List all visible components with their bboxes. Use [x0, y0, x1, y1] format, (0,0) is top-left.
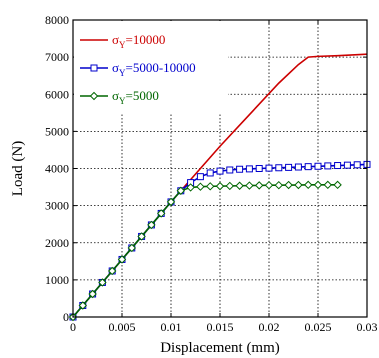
y-tick-label: 1000 — [45, 273, 69, 287]
data-point — [254, 181, 264, 190]
legend-box — [74, 21, 228, 113]
y-axis-label: Load (N) — [10, 141, 26, 196]
legend-swatch-marker — [89, 91, 99, 101]
data-point — [265, 164, 273, 172]
series-3 — [68, 180, 342, 322]
data-point — [216, 167, 224, 175]
data-point — [264, 180, 274, 190]
data-point — [314, 162, 322, 170]
x-tick-label: 0.005 — [109, 320, 136, 334]
data-point — [245, 165, 253, 173]
data-point — [205, 182, 215, 191]
data-point — [225, 181, 235, 191]
data-point — [323, 180, 333, 190]
data-point — [353, 161, 361, 169]
data-point — [137, 232, 146, 241]
axis-ticks: 0 0.005 0.01 0.015 0.02 0.025 0.03 0 1000 2000 300… — [45, 13, 378, 334]
x-tick-label: 0.02 — [259, 320, 280, 334]
y-tick-label: 3000 — [45, 199, 69, 213]
data-point — [294, 163, 302, 171]
data-point — [255, 165, 263, 172]
series-layer — [68, 53, 371, 322]
legend-swatch-marker — [90, 64, 98, 72]
y-tick-label: 7000 — [45, 50, 69, 64]
y-tick-label: 8000 — [45, 13, 69, 27]
data-point — [343, 161, 351, 169]
data-point — [88, 289, 97, 299]
legend-label: σY=5000-10000 — [112, 60, 196, 78]
y-tick-label: 2000 — [45, 236, 69, 250]
data-point — [235, 181, 244, 190]
data-point — [127, 243, 137, 253]
data-point — [226, 166, 234, 174]
data-point — [275, 164, 283, 172]
data-point — [196, 173, 204, 181]
data-point — [285, 163, 293, 171]
data-point — [274, 180, 284, 190]
data-point — [324, 162, 332, 170]
data-point — [333, 180, 342, 190]
x-tick-label: 0.025 — [305, 320, 332, 334]
y-tick-label: 6000 — [45, 87, 69, 101]
data-point — [196, 182, 205, 191]
data-point — [313, 180, 323, 190]
data-point — [294, 180, 303, 190]
data-point — [147, 220, 156, 230]
data-point — [78, 301, 88, 310]
x-tick-label: 0 — [70, 320, 76, 334]
x-tick-label: 0.03 — [357, 320, 378, 334]
data-point — [117, 255, 127, 264]
data-point — [303, 180, 313, 190]
data-point — [284, 180, 293, 190]
y-tick-label: 4000 — [45, 162, 69, 176]
data-point — [98, 278, 107, 287]
data-point — [206, 169, 214, 177]
data-point — [334, 162, 342, 170]
legend: σY=10000 σY=5000-10000 σY=5000 — [74, 21, 228, 113]
y-tick-label: 5000 — [45, 124, 69, 138]
data-point — [236, 165, 244, 173]
legend-item: σY=10000 — [80, 32, 165, 50]
data-point — [176, 186, 186, 195]
data-point — [166, 197, 176, 207]
data-point — [107, 266, 117, 276]
x-tick-label: 0.01 — [161, 320, 182, 334]
legend-label: σY=5000 — [112, 88, 159, 106]
x-axis-label: Displacement (mm) — [160, 340, 280, 356]
data-point — [245, 181, 254, 190]
data-point — [304, 163, 312, 171]
data-point — [215, 181, 225, 191]
series-line — [72, 184, 338, 318]
data-point — [186, 183, 195, 192]
legend-item: σY=5000-10000 — [80, 60, 196, 78]
y-tick-label: 0 — [63, 310, 69, 324]
x-tick-label: 0.015 — [207, 320, 234, 334]
data-point — [156, 209, 166, 218]
legend-item: σY=5000 — [80, 88, 159, 106]
legend-label: σY=10000 — [112, 32, 165, 50]
